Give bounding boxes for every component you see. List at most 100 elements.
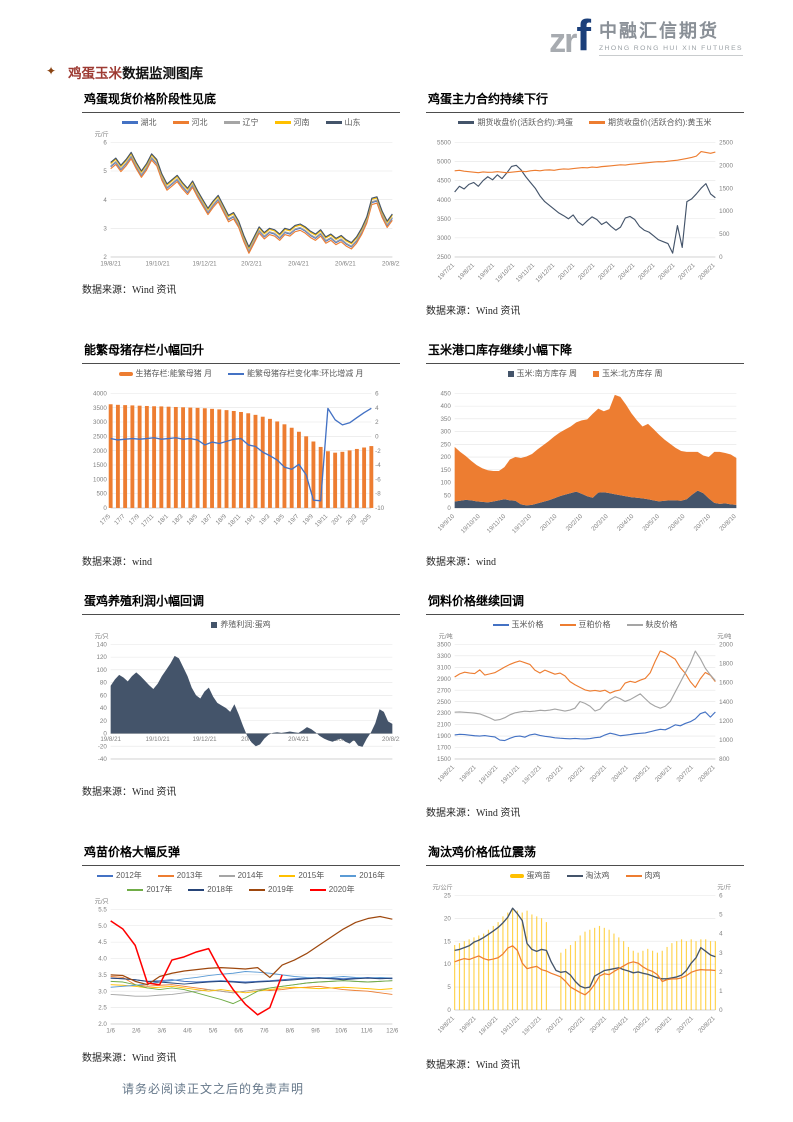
svg-text:19/12/21: 19/12/21 bbox=[534, 262, 556, 284]
svg-text:1000: 1000 bbox=[719, 208, 733, 215]
svg-text:19/9/10: 19/9/10 bbox=[437, 513, 457, 533]
legend-label: 期货收盘价(活跃合约):鸡蛋 bbox=[477, 118, 573, 127]
legend-item: 河北 bbox=[172, 117, 208, 128]
svg-text:5000: 5000 bbox=[437, 159, 451, 166]
chart-title: 能繁母猪存栏小幅回升 bbox=[82, 341, 400, 365]
svg-text:1500: 1500 bbox=[93, 462, 107, 469]
chart-card: 鸡苗价格大幅反弹 2012年 2013年 2014年 2015年 2016年 2017年 20… bbox=[82, 843, 400, 1070]
svg-text:19/11/21: 19/11/21 bbox=[500, 764, 522, 786]
svg-text:18/7: 18/7 bbox=[200, 513, 214, 527]
svg-text:20/3/21: 20/3/21 bbox=[589, 764, 609, 784]
svg-text:20/5/21: 20/5/21 bbox=[632, 764, 652, 784]
legend-label: 2018年 bbox=[207, 885, 233, 895]
svg-text:0: 0 bbox=[447, 505, 451, 512]
legend-label: 2013年 bbox=[176, 871, 203, 881]
svg-text:120: 120 bbox=[97, 655, 108, 662]
svg-text:20/6/21: 20/6/21 bbox=[657, 262, 677, 282]
svg-text:20/7/21: 20/7/21 bbox=[675, 1015, 695, 1035]
svg-text:20/8/21: 20/8/21 bbox=[382, 736, 400, 743]
svg-text:元/吨: 元/吨 bbox=[717, 633, 731, 641]
legend-marker-icon bbox=[118, 371, 133, 376]
svg-text:1500: 1500 bbox=[437, 756, 451, 763]
svg-text:5: 5 bbox=[719, 912, 723, 919]
svg-text:3500: 3500 bbox=[437, 642, 451, 649]
svg-text:19/7: 19/7 bbox=[287, 513, 301, 527]
svg-text:5500: 5500 bbox=[437, 139, 451, 146]
svg-text:2500: 2500 bbox=[437, 254, 451, 261]
svg-text:19/10/21: 19/10/21 bbox=[478, 764, 500, 786]
svg-text:19/9/21: 19/9/21 bbox=[458, 1015, 478, 1035]
svg-text:20/2/10: 20/2/10 bbox=[565, 513, 585, 533]
svg-text:20/8/10: 20/8/10 bbox=[718, 513, 738, 533]
svg-text:4500: 4500 bbox=[437, 178, 451, 185]
svg-text:5/6: 5/6 bbox=[209, 1028, 218, 1035]
logo-f: f bbox=[576, 11, 591, 60]
svg-text:4000: 4000 bbox=[93, 391, 107, 398]
legend-marker-icon bbox=[593, 370, 599, 377]
svg-text:20/2/21: 20/2/21 bbox=[567, 1015, 587, 1035]
chart-source: 数据来源：Wind 资讯 bbox=[82, 787, 177, 799]
section-bullet-icon: ✦ bbox=[46, 64, 57, 78]
svg-text:6/6: 6/6 bbox=[234, 1028, 243, 1035]
svg-text:10: 10 bbox=[444, 962, 451, 969]
company-logo: zr f 中融汇信期货 ZHONG RONG HUI XIN FUTURES bbox=[549, 14, 743, 58]
legend-item: 玉米:南方库存 周 bbox=[507, 368, 577, 379]
legend-marker-icon bbox=[589, 121, 605, 124]
svg-text:元/只: 元/只 bbox=[95, 634, 109, 641]
legend-label: 能繁母猪存栏变化率:环比增减 月 bbox=[247, 369, 364, 379]
svg-text:20/8/21: 20/8/21 bbox=[697, 262, 717, 282]
legend-item: 2015年 bbox=[279, 870, 324, 881]
legend-item: 玉米价格 bbox=[492, 619, 544, 630]
svg-text:20/1/10: 20/1/10 bbox=[539, 513, 559, 533]
svg-text:3100: 3100 bbox=[437, 665, 451, 672]
chart-legend: 蛋鸡苗 淘汰鸡 肉鸡 bbox=[432, 870, 738, 881]
svg-text:0: 0 bbox=[719, 1008, 723, 1015]
legend-item: 蛋鸡苗 bbox=[509, 870, 551, 881]
svg-text:15: 15 bbox=[444, 939, 451, 946]
chart-title: 淘汰鸡价格低位震荡 bbox=[426, 843, 744, 867]
chart-svg: 2500 3000 3500 4000 4500 5000 5500 0 500 1000 1500… bbox=[437, 139, 734, 284]
chart-legend: 2012年 2013年 2014年 2015年 2016年 2017年 2018年 2019年… bbox=[88, 870, 394, 895]
svg-text:19/12/21: 19/12/21 bbox=[193, 736, 218, 743]
legend-label: 2017年 bbox=[146, 885, 173, 895]
svg-text:4: 4 bbox=[719, 931, 723, 938]
svg-text:20/2/21: 20/2/21 bbox=[567, 764, 587, 784]
svg-text:20/7/21: 20/7/21 bbox=[675, 764, 695, 784]
svg-text:20/3/21: 20/3/21 bbox=[597, 262, 617, 282]
svg-text:2: 2 bbox=[375, 419, 379, 426]
legend-item: 豆粕价格 bbox=[559, 619, 611, 630]
chart-source: 数据来源：Wind 资讯 bbox=[82, 285, 177, 297]
svg-text:20/4/10: 20/4/10 bbox=[616, 513, 636, 533]
chart-card: 玉米港口库存继续小幅下降 玉米:南方库存 周 玉米:北方库存 周 0 50 100 150 2… bbox=[426, 341, 744, 568]
svg-text:20/4/21: 20/4/21 bbox=[288, 736, 309, 743]
company-name-en: ZHONG RONG HUI XIN FUTURES bbox=[598, 44, 743, 52]
svg-text:20: 20 bbox=[100, 718, 107, 725]
svg-text:19/11/21: 19/11/21 bbox=[500, 1015, 522, 1037]
legend-item: 肉鸡 bbox=[625, 870, 661, 881]
svg-text:3500: 3500 bbox=[93, 405, 107, 412]
legend-label: 玉米价格 bbox=[511, 620, 544, 630]
chart-svg: 2.0 2.5 3.0 3.5 4.0 4.5 5.0 5.5元/只 1/6 2/6 3/6 4/6 5… bbox=[95, 899, 399, 1035]
svg-text:20/5/21: 20/5/21 bbox=[637, 262, 657, 282]
section-header: ✦ 鸡蛋玉米数据监测图库 bbox=[46, 62, 203, 82]
svg-text:20/7/21: 20/7/21 bbox=[677, 262, 697, 282]
svg-text:18/11: 18/11 bbox=[227, 513, 243, 529]
svg-text:元/只: 元/只 bbox=[95, 899, 109, 906]
svg-text:1/6: 1/6 bbox=[106, 1028, 115, 1035]
chart-svg: 2 3 4 5 6元/斤 19/8/21 19/10/21 19/12/21 20/2/21 20… bbox=[95, 131, 404, 268]
svg-text:1500: 1500 bbox=[719, 185, 733, 192]
svg-text:2500: 2500 bbox=[93, 434, 107, 441]
svg-text:0: 0 bbox=[375, 434, 379, 441]
svg-text:-40: -40 bbox=[98, 756, 108, 763]
legend-label: 2019年 bbox=[268, 885, 294, 895]
chart-legend: 养殖利润:蛋鸡 bbox=[88, 619, 394, 630]
legend-label: 2020年 bbox=[328, 885, 355, 895]
svg-text:17/9: 17/9 bbox=[128, 513, 142, 527]
svg-text:1000: 1000 bbox=[93, 477, 107, 484]
svg-text:19/5: 19/5 bbox=[272, 513, 286, 527]
svg-text:800: 800 bbox=[719, 756, 730, 763]
legend-label: 养殖利润:蛋鸡 bbox=[220, 620, 271, 630]
svg-text:19/11/10: 19/11/10 bbox=[486, 513, 508, 535]
logo-zr: zr bbox=[549, 22, 577, 60]
chart-legend: 湖北 河北 辽宁 河南 山东 bbox=[88, 117, 394, 128]
